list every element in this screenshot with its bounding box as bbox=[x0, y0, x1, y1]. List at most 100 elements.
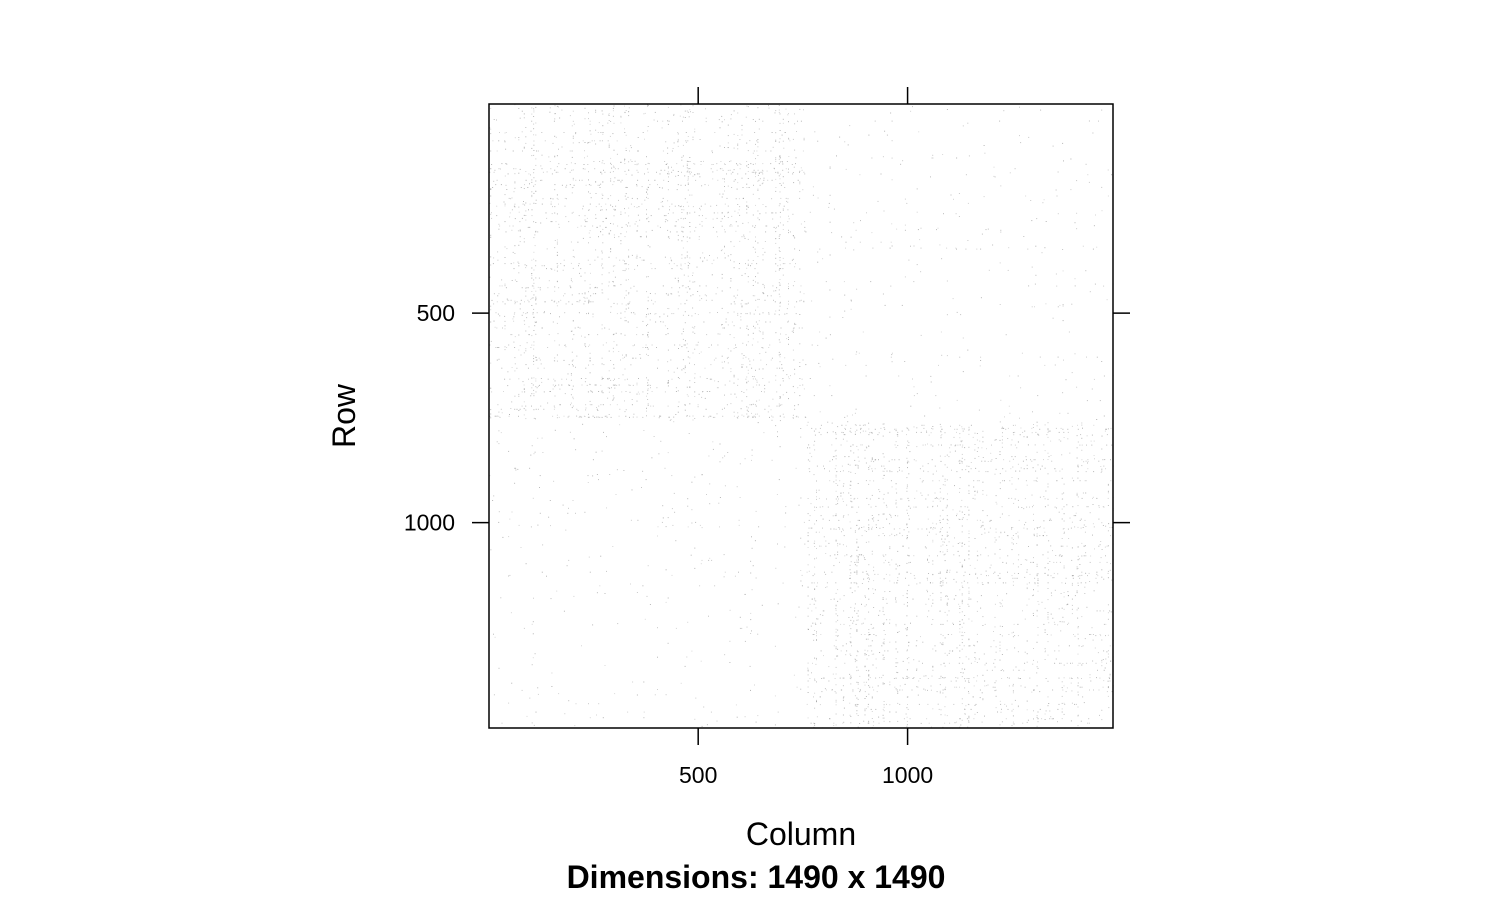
nonzero-entry bbox=[944, 455, 946, 457]
nonzero-entry bbox=[741, 364, 743, 366]
nonzero-entry bbox=[681, 285, 683, 287]
nonzero-entry bbox=[906, 524, 908, 526]
nonzero-entry bbox=[529, 183, 530, 185]
nonzero-entry bbox=[850, 497, 852, 499]
nonzero-entry bbox=[518, 378, 520, 380]
nonzero-entry bbox=[1101, 661, 1103, 663]
nonzero-entry bbox=[799, 108, 801, 110]
nonzero-entry bbox=[1033, 424, 1034, 425]
nonzero-entry bbox=[762, 333, 764, 335]
nonzero-entry bbox=[516, 367, 518, 369]
nonzero-entry bbox=[624, 128, 625, 130]
nonzero-entry bbox=[939, 515, 941, 517]
nonzero-entry bbox=[531, 179, 533, 181]
nonzero-entry bbox=[932, 563, 934, 565]
nonzero-entry bbox=[964, 506, 966, 508]
nonzero-entry bbox=[1044, 607, 1046, 609]
nonzero-entry bbox=[1020, 564, 1022, 565]
nonzero-entry bbox=[858, 554, 860, 556]
nonzero-entry bbox=[999, 577, 1001, 579]
nonzero-entry bbox=[754, 416, 756, 418]
nonzero-entry bbox=[525, 179, 527, 181]
nonzero-entry bbox=[999, 644, 1001, 646]
nonzero-entry bbox=[1048, 540, 1050, 542]
nonzero-entry bbox=[1021, 507, 1023, 508]
nonzero-entry bbox=[582, 205, 584, 207]
nonzero-entry bbox=[571, 150, 573, 152]
nonzero-entry bbox=[807, 564, 809, 566]
nonzero-entry bbox=[1037, 661, 1038, 663]
nonzero-entry bbox=[982, 457, 984, 458]
nonzero-entry bbox=[600, 171, 602, 173]
nonzero-entry bbox=[808, 527, 810, 529]
nonzero-entry bbox=[779, 367, 781, 369]
nonzero-entry bbox=[757, 256, 759, 257]
nonzero-entry bbox=[735, 396, 737, 398]
nonzero-entry bbox=[964, 559, 966, 561]
nonzero-entry bbox=[589, 192, 591, 194]
nonzero-entry bbox=[768, 105, 769, 107]
nonzero-entry bbox=[950, 680, 952, 682]
nonzero-entry bbox=[931, 459, 933, 461]
nonzero-entry bbox=[569, 150, 571, 152]
nonzero-entry bbox=[531, 383, 533, 384]
nonzero-entry bbox=[940, 528, 942, 530]
nonzero-entry bbox=[746, 376, 748, 378]
nonzero-entry bbox=[994, 571, 996, 573]
nonzero-entry bbox=[1069, 517, 1071, 519]
nonzero-entry bbox=[537, 408, 539, 410]
nonzero-entry bbox=[1037, 573, 1039, 575]
nonzero-entry bbox=[1047, 428, 1049, 430]
nonzero-entry bbox=[967, 703, 969, 705]
nonzero-entry bbox=[602, 125, 604, 127]
nonzero-entry bbox=[612, 223, 614, 225]
nonzero-entry bbox=[649, 313, 651, 315]
nonzero-entry bbox=[930, 527, 932, 529]
nonzero-entry bbox=[1099, 561, 1101, 563]
nonzero-entry bbox=[811, 610, 813, 612]
nonzero-entry bbox=[752, 338, 754, 340]
nonzero-entry bbox=[875, 635, 877, 637]
nonzero-entry bbox=[757, 282, 759, 284]
nonzero-entry bbox=[730, 280, 732, 282]
nonzero-entry bbox=[1063, 677, 1065, 679]
nonzero-entry bbox=[864, 530, 866, 532]
nonzero-entry bbox=[746, 142, 748, 144]
nonzero-entry bbox=[537, 367, 539, 369]
nonzero-entry bbox=[1108, 707, 1110, 709]
nonzero-entry bbox=[625, 147, 627, 149]
nonzero-entry bbox=[727, 217, 729, 218]
nonzero-entry bbox=[589, 203, 591, 205]
nonzero-entry bbox=[684, 217, 686, 219]
nonzero-entry bbox=[858, 506, 860, 508]
nonzero-entry bbox=[1044, 629, 1046, 631]
nonzero-entry bbox=[804, 230, 806, 232]
nonzero-entry bbox=[1026, 588, 1028, 590]
nonzero-entry bbox=[820, 434, 822, 436]
nonzero-entry bbox=[752, 416, 753, 418]
nonzero-entry bbox=[927, 534, 928, 536]
nonzero-entry bbox=[999, 439, 1001, 441]
nonzero-entry bbox=[932, 560, 934, 562]
nonzero-entry bbox=[491, 164, 493, 165]
nonzero-entry bbox=[1095, 662, 1097, 664]
nonzero-entry bbox=[1045, 710, 1047, 712]
nonzero-entry bbox=[577, 410, 579, 412]
nonzero-entry bbox=[595, 249, 597, 251]
nonzero-entry bbox=[525, 364, 527, 366]
nonzero-entry bbox=[1047, 696, 1049, 698]
nonzero-entry bbox=[712, 416, 714, 418]
nonzero-entry bbox=[827, 421, 829, 423]
nonzero-entry bbox=[1006, 705, 1007, 707]
nonzero-entry bbox=[983, 653, 985, 655]
nonzero-entry bbox=[816, 557, 817, 559]
nonzero-entry bbox=[645, 344, 647, 346]
nonzero-entry bbox=[625, 308, 627, 310]
nonzero-entry bbox=[755, 225, 756, 227]
nonzero-entry bbox=[546, 171, 548, 173]
nonzero-entry bbox=[1037, 433, 1039, 435]
nonzero-entry bbox=[567, 416, 569, 418]
nonzero-entry bbox=[610, 311, 612, 313]
nonzero-entry bbox=[946, 499, 948, 501]
nonzero-entry bbox=[739, 214, 741, 216]
